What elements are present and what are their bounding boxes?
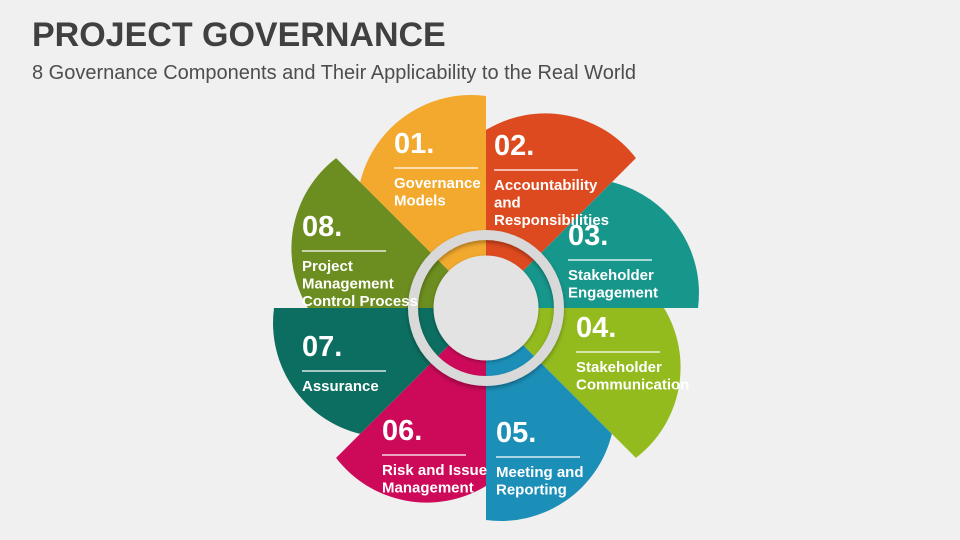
svg-text:Stakeholder: Stakeholder bbox=[576, 359, 662, 376]
svg-text:08.: 08. bbox=[302, 211, 342, 243]
svg-text:Management: Management bbox=[302, 276, 394, 293]
svg-text:and: and bbox=[494, 195, 521, 212]
svg-text:Control Process: Control Process bbox=[302, 293, 418, 310]
svg-text:04.: 04. bbox=[576, 312, 616, 344]
svg-text:Reporting: Reporting bbox=[496, 482, 567, 499]
svg-text:02.: 02. bbox=[494, 130, 534, 162]
svg-text:05.: 05. bbox=[496, 417, 536, 449]
svg-text:06.: 06. bbox=[382, 415, 422, 447]
svg-text:01.: 01. bbox=[394, 128, 434, 160]
svg-text:Engagement: Engagement bbox=[568, 285, 658, 302]
svg-text:Assurance: Assurance bbox=[302, 378, 379, 395]
svg-text:03.: 03. bbox=[568, 220, 608, 252]
svg-text:Meeting and: Meeting and bbox=[496, 464, 584, 481]
svg-text:Accountability: Accountability bbox=[494, 177, 598, 194]
svg-text:07.: 07. bbox=[302, 331, 342, 363]
svg-text:Stakeholder: Stakeholder bbox=[568, 267, 654, 284]
svg-text:Project: Project bbox=[302, 258, 353, 275]
svg-text:Management: Management bbox=[382, 480, 474, 497]
svg-text:Risk and Issue: Risk and Issue bbox=[382, 462, 487, 479]
svg-text:Communication: Communication bbox=[576, 377, 689, 394]
svg-text:8 Governance Components and Th: 8 Governance Components and Their Applic… bbox=[32, 62, 636, 84]
svg-text:Models: Models bbox=[394, 193, 446, 210]
svg-text:Governance: Governance bbox=[394, 175, 481, 192]
svg-text:PROJECT GOVERNANCE: PROJECT GOVERNANCE bbox=[32, 16, 446, 54]
